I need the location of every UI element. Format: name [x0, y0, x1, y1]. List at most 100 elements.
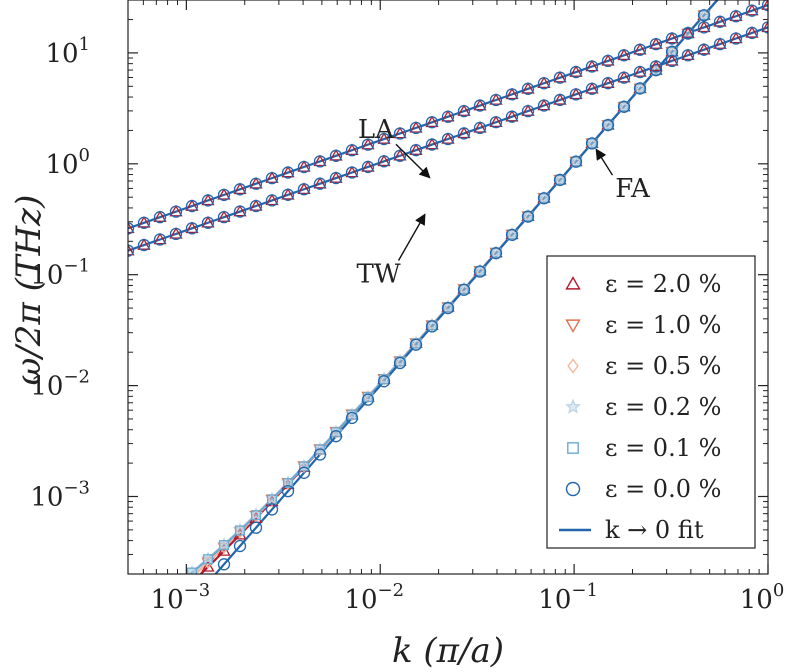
point-la-strained-26	[537, 76, 551, 89]
point-tw-22	[473, 121, 487, 134]
point-la-12	[313, 155, 327, 168]
point-tw-29	[585, 82, 599, 95]
point-la-strained-39	[745, 3, 759, 16]
point-fa-4-28	[570, 156, 582, 167]
point-la-23	[489, 93, 503, 107]
annotation-arrow	[397, 213, 426, 261]
point-fa-5-24	[505, 228, 519, 242]
point-tw-14	[345, 166, 359, 179]
point-la-10	[281, 166, 295, 179]
x-tick-label: 10−3	[151, 580, 211, 615]
point-tw-strained-0	[128, 243, 135, 256]
point-tw-33	[649, 60, 663, 73]
point-la-strained-38	[729, 9, 743, 22]
point-tw-18	[409, 144, 423, 157]
point-tw-strained-24	[505, 109, 519, 122]
point-la-strained-27	[553, 70, 567, 83]
point-tw-strained-32	[633, 65, 647, 77]
annotation-arrow	[595, 148, 614, 176]
point-tw-3	[169, 227, 183, 241]
point-fa-4-7	[234, 525, 246, 536]
point-la-2	[153, 211, 167, 224]
point-tw-strained-30	[601, 76, 615, 88]
point-tw-strained-4	[185, 221, 199, 234]
point-la-9	[265, 171, 279, 185]
point-la-strained-37	[713, 15, 727, 27]
point-tw-strained-29	[585, 81, 599, 94]
point-la-strained-21	[457, 104, 471, 116]
point-la-strained-1	[137, 215, 151, 228]
point-fa-4-4	[186, 567, 198, 574]
y-tick-label: 10−3	[30, 477, 90, 512]
point-la-31	[617, 49, 631, 62]
point-tw-strained-21	[457, 126, 471, 139]
point-fa-5-11	[297, 466, 311, 479]
point-tw-strained-12	[313, 176, 327, 189]
legend-label-fit: k → 0 fit	[605, 516, 704, 544]
point-la-8	[249, 177, 263, 190]
point-la-strained-18	[409, 121, 423, 133]
point-tw-strained-37	[713, 37, 727, 49]
point-tw-12	[313, 177, 327, 190]
point-la-35	[681, 26, 695, 40]
legend-marker-3	[565, 398, 581, 414]
point-fa-4-22	[474, 265, 486, 277]
point-la-strained-14	[345, 143, 359, 155]
annotation-fa: FA	[615, 174, 651, 204]
point-la-strained-0	[128, 221, 135, 234]
point-la-26	[537, 77, 551, 90]
point-tw-strained-33	[649, 59, 663, 72]
point-la-33	[649, 38, 663, 51]
point-fa-0-5	[201, 560, 215, 572]
point-fa-4-29	[586, 138, 598, 149]
point-tw-0	[128, 244, 135, 257]
point-la-4	[185, 199, 199, 213]
point-fa-5-21	[457, 283, 471, 296]
point-la-39	[745, 4, 759, 17]
point-tw-strained-38	[729, 31, 743, 44]
point-tw-23	[489, 116, 503, 129]
point-la-3	[169, 205, 183, 218]
point-tw-20	[441, 132, 455, 146]
point-la-strained-5	[201, 193, 215, 206]
point-tw-38	[729, 32, 743, 45]
point-la-38	[729, 10, 743, 23]
point-la-strained-10	[281, 165, 295, 178]
point-fa-5-6	[217, 558, 231, 571]
point-fa-5-17	[393, 356, 407, 370]
y-tick-label: 10−2	[30, 367, 90, 402]
point-fa-5-31	[617, 100, 631, 113]
point-fa-5-27	[553, 173, 567, 187]
point-fa-5-18	[409, 338, 423, 351]
legend-label-1: ε = 1.0 %	[605, 311, 721, 339]
point-la-strained-40	[761, 0, 768, 10]
point-tw-11	[297, 183, 311, 196]
point-tw-6	[217, 211, 231, 224]
plot-frame	[127, 0, 769, 575]
point-la-strained-7	[233, 182, 247, 195]
point-fa-5-32	[633, 82, 647, 95]
point-tw-strained-31	[617, 70, 631, 83]
point-tw-37	[713, 37, 727, 51]
legend: ε = 2.0 % ε = 1.0 % ε = 0.5 % ε = 0.2 % ε = …	[546, 255, 756, 549]
point-tw-strained-34	[665, 54, 679, 66]
point-la-40	[761, 0, 768, 12]
x-tick-label: 10−2	[344, 580, 404, 615]
point-la-19	[425, 116, 439, 129]
point-la-strained-15	[361, 137, 375, 150]
point-la-strained-17	[393, 126, 407, 139]
point-tw-1	[137, 238, 151, 252]
annotation-arrow	[395, 143, 431, 179]
point-tw-35	[681, 49, 695, 62]
point-tw-4	[185, 222, 199, 235]
point-tw-31	[617, 71, 631, 84]
point-fa-5-30	[601, 118, 615, 132]
point-la-1	[137, 216, 151, 229]
point-la-strained-9	[265, 171, 279, 183]
point-la-37	[713, 15, 727, 28]
point-fa-4-26	[538, 193, 550, 204]
point-tw-strained-1	[137, 238, 151, 250]
point-fa-4-12	[314, 444, 326, 455]
point-tw-19	[425, 138, 439, 151]
point-tw-strained-5	[201, 215, 215, 228]
